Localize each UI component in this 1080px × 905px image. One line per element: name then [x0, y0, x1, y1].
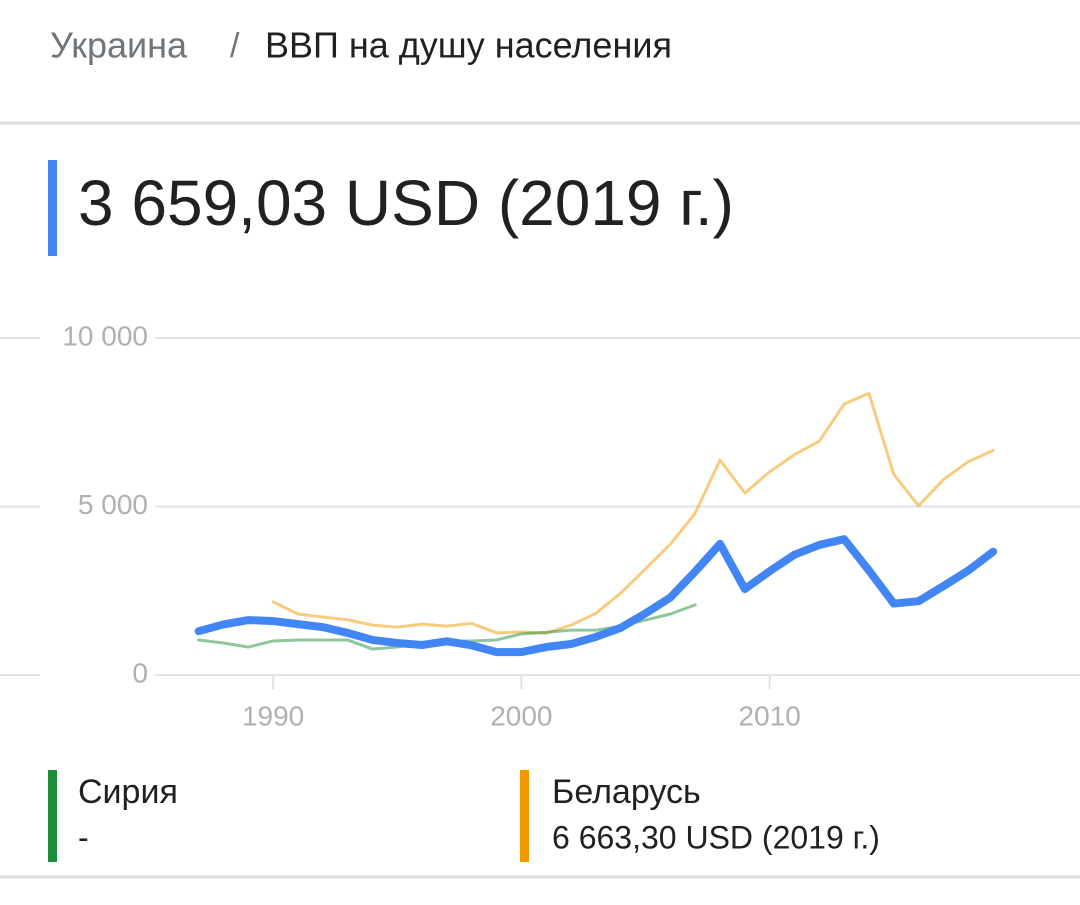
tick-label-bg — [40, 320, 155, 356]
legend-name[interactable]: Беларусь — [552, 773, 701, 811]
tick-label-bg — [40, 657, 155, 693]
headline-bar — [48, 160, 57, 256]
y-tick-label: 10 000 — [62, 320, 148, 351]
x-tick-label: 2010 — [739, 700, 801, 731]
legend-value: 6 663,30 USD (2019 г.) — [552, 819, 880, 855]
y-tick-label: 0 — [132, 657, 148, 688]
x-tick-label: 2000 — [490, 700, 552, 731]
legend-name[interactable]: Сирия — [78, 773, 178, 811]
series-line — [271, 391, 995, 635]
legend-value: - — [78, 819, 89, 855]
y-tick-label: 5 000 — [78, 489, 148, 520]
legend-swatch — [520, 770, 529, 862]
breadcrumb-country[interactable]: Украина — [50, 25, 188, 66]
breadcrumb-separator: / — [230, 27, 240, 65]
legend-swatch — [48, 770, 57, 862]
tick-label-bg — [40, 488, 155, 525]
headline-value: 3 659,03 USD (2019 г.) — [78, 167, 734, 239]
breadcrumb-title: ВВП на душу населения — [265, 25, 672, 66]
series-line — [194, 535, 998, 657]
x-tick-label: 1990 — [242, 700, 304, 731]
